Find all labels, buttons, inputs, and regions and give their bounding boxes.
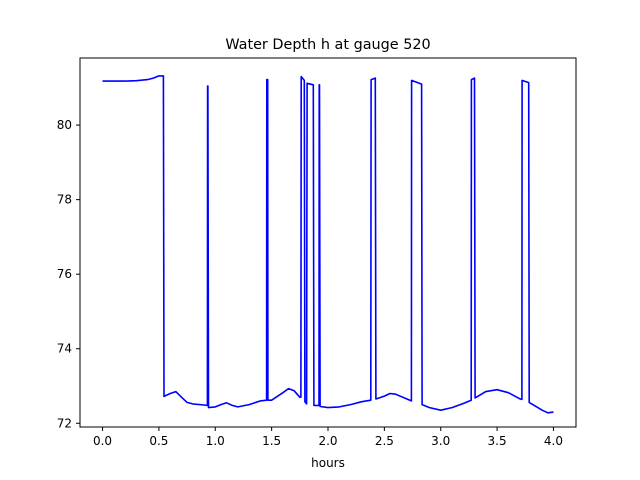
y-tick-label: 76 — [57, 267, 72, 281]
y-tick-label: 74 — [57, 342, 72, 356]
y-tick-label: 72 — [57, 416, 72, 430]
x-axis-label: hours — [311, 456, 345, 470]
y-tick-label: 80 — [57, 118, 72, 132]
series-layer — [102, 75, 554, 414]
x-tick-label: 1.0 — [206, 434, 225, 448]
x-tick-label: 1.5 — [262, 434, 281, 448]
x-axis: 0.0 0.5 1.0 1.5 2.0 2.5 3.0 3.5 4.0 — [93, 427, 563, 448]
x-tick-label: 2.5 — [375, 434, 394, 448]
y-axis: 72 74 76 78 80 — [57, 118, 80, 430]
chart-title: Water Depth h at gauge 520 — [225, 37, 430, 53]
x-tick-label: 2.0 — [318, 434, 337, 448]
plot-area — [80, 58, 576, 427]
x-tick-label: 0.5 — [149, 434, 168, 448]
x-tick-label: 0.0 — [93, 434, 112, 448]
x-tick-label: 3.0 — [431, 434, 450, 448]
x-tick-label: 4.0 — [544, 434, 563, 448]
y-tick-label: 78 — [57, 193, 72, 207]
x-tick-label: 3.5 — [488, 434, 507, 448]
series-line — [102, 75, 554, 414]
